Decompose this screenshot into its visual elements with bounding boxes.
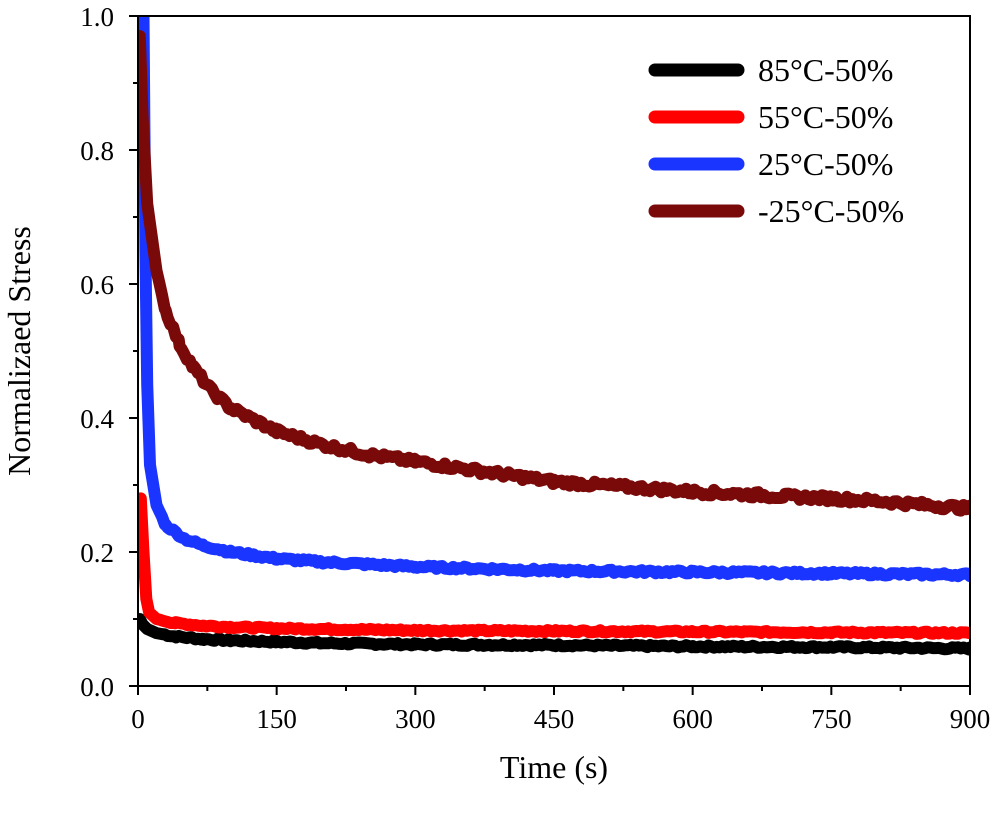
legend-label: 85°C-50% [758, 52, 893, 88]
y-tick-label: 1.0 [80, 2, 114, 32]
legend-label: -25°C-50% [758, 193, 904, 229]
legend-label: 55°C-50% [758, 99, 893, 135]
y-axis-title: Normalizaed Stress [1, 226, 37, 476]
y-tick-label: 0.4 [80, 404, 114, 434]
y-tick-label: 0.6 [80, 270, 114, 300]
x-tick-label: 750 [811, 704, 852, 734]
x-tick-label: 150 [256, 704, 297, 734]
legend: 85°C-50% 55°C-50% 25°C-50% -25°C-50% [648, 52, 904, 229]
y-tick-label: 0.0 [80, 672, 114, 702]
legend-item: 55°C-50% [648, 99, 893, 135]
y-tick-label: 0.8 [80, 136, 114, 166]
series-line-4 [138, 30, 970, 517]
series-layer [138, 16, 970, 656]
legend-item: 85°C-50% [648, 52, 893, 88]
y-tick-label: 0.2 [80, 538, 114, 568]
series-line-2 [138, 492, 970, 640]
x-tick-label: 0 [131, 704, 145, 734]
legend-item: 25°C-50% [648, 146, 893, 182]
legend-label: 25°C-50% [758, 146, 893, 182]
series-line-1 [138, 613, 970, 656]
x-tick-label: 900 [950, 704, 991, 734]
x-tick-label: 300 [395, 704, 436, 734]
x-tick-label: 600 [672, 704, 713, 734]
x-axis-title: Time (s) [500, 749, 608, 785]
legend-item: -25°C-50% [648, 193, 904, 229]
x-tick-label: 450 [534, 704, 575, 734]
axes-layer: 0 150 300 450 600 750 900 0.0 0.2 0.4 0.6 0.8 1.0 [80, 2, 990, 734]
series-line-3 [138, 16, 970, 583]
